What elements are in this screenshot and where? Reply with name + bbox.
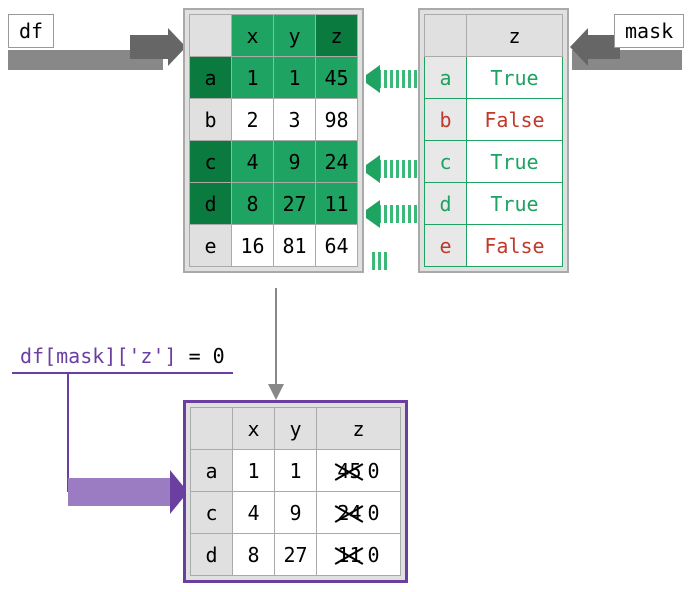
df-col-x: x — [232, 15, 274, 57]
df-cell: 1 — [232, 57, 274, 99]
mask-row-d: d True — [425, 183, 563, 225]
result-cell: 27 — [275, 534, 317, 576]
result-corner — [191, 408, 233, 450]
result-z-old: 11 — [337, 543, 361, 567]
code-lhs: df[mask]['z'] — [20, 344, 177, 368]
mask-val: True — [467, 57, 563, 99]
mask-row-c: c True — [425, 141, 563, 183]
result-z-old: 45 — [337, 459, 361, 483]
df-cell: 24 — [316, 141, 358, 183]
mask-idx-e: e — [425, 225, 467, 267]
down-arrow — [266, 288, 286, 402]
green-arrow-a — [378, 70, 422, 88]
mask-table-inner: z a True b False c True d True e False — [424, 14, 563, 267]
df-cell: 1 — [274, 57, 316, 99]
result-col-z: z — [317, 408, 401, 450]
df-row-a: a 1 1 45 — [190, 57, 358, 99]
mask-row-e: e False — [425, 225, 563, 267]
df-cell: 45 — [316, 57, 358, 99]
df-row-d: d 8 27 11 — [190, 183, 358, 225]
result-row-a: a 1 1 45 0 — [191, 450, 401, 492]
df-cell: 8 — [232, 183, 274, 225]
result-col-x: x — [233, 408, 275, 450]
df-table-inner: x y z a 1 1 45 b 2 3 98 c 4 9 24 d 8 27 … — [189, 14, 358, 267]
mask-idx-c: c — [425, 141, 467, 183]
df-col-z: z — [316, 15, 358, 57]
result-row-c: c 4 9 24 0 — [191, 492, 401, 534]
code-label: df[mask]['z'] = 0 — [12, 340, 233, 374]
mask-table: z a True b False c True d True e False — [418, 8, 569, 273]
result-z-cell: 45 0 — [317, 450, 401, 492]
df-cell: 11 — [316, 183, 358, 225]
mask-val: False — [467, 99, 563, 141]
mask-label-text: mask — [625, 19, 673, 43]
mask-idx-a: a — [425, 57, 467, 99]
mask-col-z: z — [467, 15, 563, 57]
df-idx-b: b — [190, 99, 232, 141]
result-z-new: 0 — [368, 501, 380, 525]
green-arrow-d — [378, 205, 422, 223]
df-cell: 16 — [232, 225, 274, 267]
result-z-new: 0 — [368, 459, 380, 483]
mask-val: False — [467, 225, 563, 267]
mask-row-b: b False — [425, 99, 563, 141]
result-z-new: 0 — [368, 543, 380, 567]
mask-val: True — [467, 183, 563, 225]
result-cell: 4 — [233, 492, 275, 534]
df-idx-e: e — [190, 225, 232, 267]
result-z-cell: 11 0 — [317, 534, 401, 576]
df-corner — [190, 15, 232, 57]
df-cell: 2 — [232, 99, 274, 141]
result-idx-a: a — [191, 450, 233, 492]
result-cell: 1 — [233, 450, 275, 492]
mask-header-row: z — [425, 15, 563, 57]
df-row-b: b 2 3 98 — [190, 99, 358, 141]
mask-idx-d: d — [425, 183, 467, 225]
code-op: = — [177, 344, 213, 368]
df-cell: 3 — [274, 99, 316, 141]
result-idx-c: c — [191, 492, 233, 534]
df-header-row: x y z — [190, 15, 358, 57]
result-table-inner: x y z a 1 1 45 0 c 4 9 24 0 d 8 27 11 0 — [190, 407, 401, 576]
result-cell: 9 — [275, 492, 317, 534]
result-header-row: x y z — [191, 408, 401, 450]
code-rhs: 0 — [213, 344, 225, 368]
df-row-e: e 16 81 64 — [190, 225, 358, 267]
result-cell: 8 — [233, 534, 275, 576]
result-table: x y z a 1 1 45 0 c 4 9 24 0 d 8 27 11 0 — [183, 400, 408, 583]
df-cell: 98 — [316, 99, 358, 141]
mask-val: True — [467, 141, 563, 183]
green-arrow-c — [378, 160, 422, 178]
df-cell: 81 — [274, 225, 316, 267]
df-gray-arrow-body — [130, 35, 170, 59]
df-cell: 9 — [274, 141, 316, 183]
result-cell: 1 — [275, 450, 317, 492]
df-table: x y z a 1 1 45 b 2 3 98 c 4 9 24 d 8 27 … — [183, 8, 364, 273]
df-label: df — [8, 14, 54, 48]
purple-arrow-bar — [68, 478, 172, 506]
mask-corner — [425, 15, 467, 57]
result-z-old: 24 — [337, 501, 361, 525]
df-idx-d: d — [190, 183, 232, 225]
mask-row-a: a True — [425, 57, 563, 99]
result-row-d: d 8 27 11 0 — [191, 534, 401, 576]
df-cell: 27 — [274, 183, 316, 225]
green-stub — [372, 252, 390, 270]
green-arrow-body — [378, 70, 422, 88]
df-col-y: y — [274, 15, 316, 57]
result-z-cell: 24 0 — [317, 492, 401, 534]
df-cell: 64 — [316, 225, 358, 267]
df-idx-a: a — [190, 57, 232, 99]
mask-idx-b: b — [425, 99, 467, 141]
green-arrow-body — [378, 205, 422, 223]
df-idx-c: c — [190, 141, 232, 183]
df-row-c: c 4 9 24 — [190, 141, 358, 183]
df-label-text: df — [19, 19, 43, 43]
df-cell: 4 — [232, 141, 274, 183]
result-idx-d: d — [191, 534, 233, 576]
result-col-y: y — [275, 408, 317, 450]
green-arrow-body — [378, 160, 422, 178]
mask-label: mask — [614, 14, 684, 48]
